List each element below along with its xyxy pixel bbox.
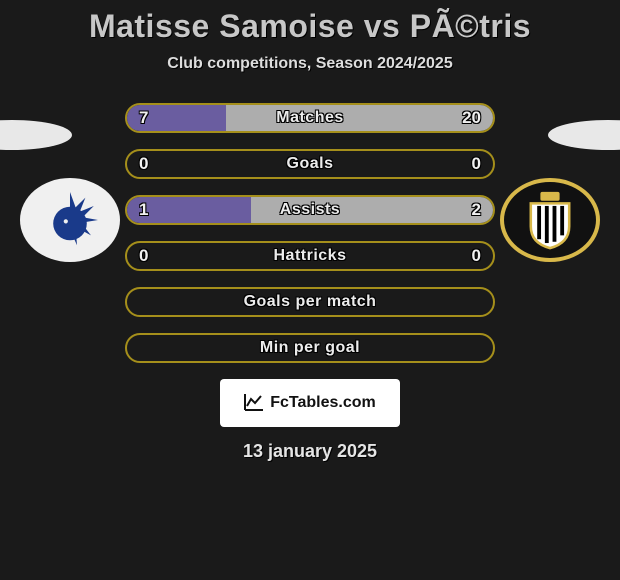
stat-label: Assists — [127, 197, 493, 223]
stat-row: Assists1 2 — [125, 195, 495, 225]
chart-icon — [244, 393, 264, 414]
stat-label: Matches — [127, 105, 493, 131]
stat-value-left: 0 — [139, 151, 148, 177]
page-title: Matisse Samoise vs PÃ©tris — [0, 8, 620, 45]
player-oval-left — [0, 120, 72, 150]
stat-value-right: 20 — [462, 105, 481, 131]
branding-text: FcTables.com — [270, 394, 376, 412]
native-head-icon — [35, 185, 105, 255]
stat-row: Goals0 0 — [125, 149, 495, 179]
stat-label: Goals — [127, 151, 493, 177]
stat-row: Hattricks0 0 — [125, 241, 495, 271]
stat-value-left: 1 — [139, 197, 148, 223]
stat-value-left: 0 — [139, 243, 148, 269]
stat-label: Hattricks — [127, 243, 493, 269]
stat-value-right: 0 — [472, 151, 481, 177]
stat-value-right: 0 — [472, 243, 481, 269]
date-text: 13 january 2025 — [0, 441, 620, 462]
stat-row: Matches7 20 — [125, 103, 495, 133]
subtitle: Club competitions, Season 2024/2025 — [0, 55, 620, 73]
player-oval-right — [548, 120, 620, 150]
zebra-shield-icon — [518, 188, 582, 252]
stat-value-left: 7 — [139, 105, 148, 131]
team-crest-right — [500, 178, 600, 262]
branding-badge[interactable]: FcTables.com — [220, 379, 400, 427]
team-crest-left — [20, 178, 120, 262]
stat-label: Min per goal — [127, 335, 493, 361]
stat-row: Goals per match — [125, 287, 495, 317]
comparison-card: Matisse Samoise vs PÃ©tris Club competit… — [0, 0, 620, 580]
stat-value-right: 2 — [472, 197, 481, 223]
stat-bars: Matches720Goals00Assists12Hattricks00Goa… — [125, 103, 495, 363]
stat-label: Goals per match — [127, 289, 493, 315]
stat-row: Min per goal — [125, 333, 495, 363]
